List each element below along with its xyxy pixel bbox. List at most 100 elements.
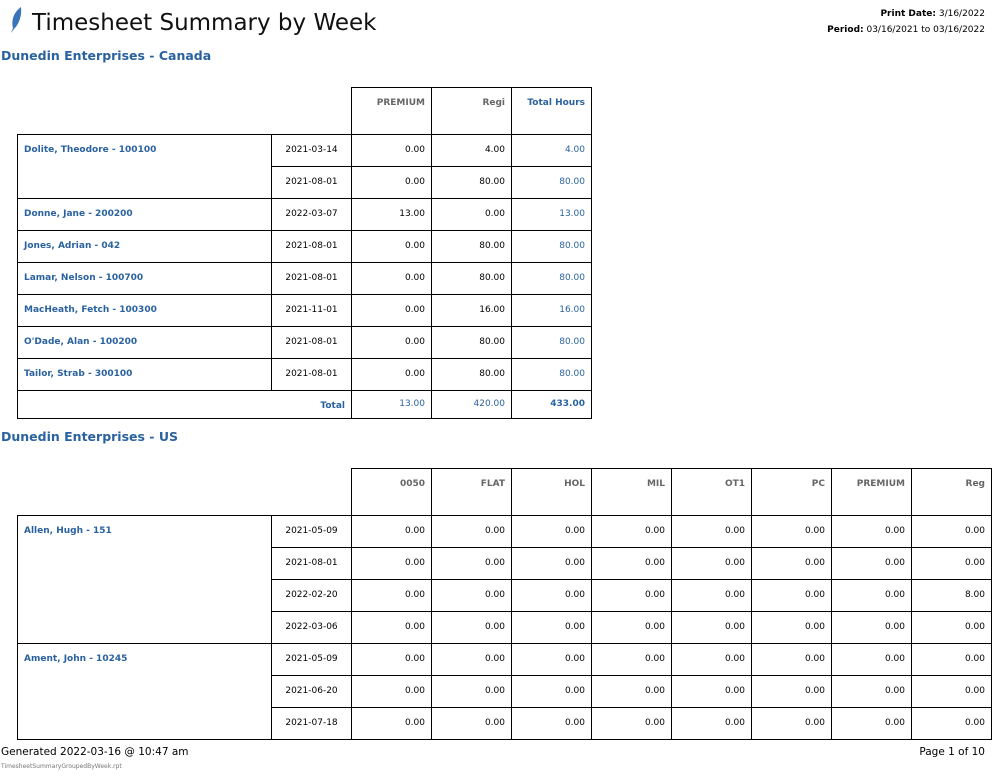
hours-cell: 0.00 <box>431 198 512 231</box>
generated: Generated 2022-03-16 @ 10:47 am <box>1 746 189 758</box>
week-date: 2022-03-06 <box>271 611 352 644</box>
hours-cell: 80.00 <box>511 166 592 199</box>
week-date: 2021-07-18 <box>271 707 352 740</box>
hours-cell: 0.00 <box>591 643 672 676</box>
column-header: OT1 <box>671 468 752 516</box>
column-header: FLAT <box>431 468 512 516</box>
column-header: 0050 <box>351 468 432 516</box>
period-value: 03/16/2021 to 03/16/2022 <box>866 25 985 35</box>
hours-cell: 0.00 <box>431 547 512 580</box>
hours-cell: 0.00 <box>351 166 432 199</box>
hours-cell: 0.00 <box>911 611 992 644</box>
week-date: 2021-05-09 <box>271 515 352 548</box>
hours-cell: 0.00 <box>511 707 592 740</box>
employee-name: Lamar, Nelson - 100700 <box>17 262 272 295</box>
hours-cell: 0.00 <box>831 547 912 580</box>
hours-cell: 0.00 <box>591 547 672 580</box>
hours-cell: 80.00 <box>511 326 592 359</box>
employee-name: Ament, John - 10245 <box>17 643 272 740</box>
hours-cell: 0.00 <box>911 515 992 548</box>
hours-cell: 0.00 <box>671 611 752 644</box>
week-date: 2021-05-09 <box>271 643 352 676</box>
hours-cell: 0.00 <box>671 675 752 708</box>
hours-cell: 0.00 <box>831 643 912 676</box>
hours-cell: 80.00 <box>511 230 592 263</box>
hours-cell: 4.00 <box>431 134 512 167</box>
hours-cell: 0.00 <box>671 515 752 548</box>
column-header: PC <box>751 468 832 516</box>
hours-cell: 0.00 <box>831 675 912 708</box>
total-cell: 433.00 <box>511 390 592 419</box>
employee-name: O'Dade, Alan - 100200 <box>17 326 272 359</box>
employee-name: Dolite, Theodore - 100100 <box>17 134 272 199</box>
hours-cell: 0.00 <box>591 579 672 612</box>
hours-cell: 0.00 <box>431 611 512 644</box>
hours-cell: 0.00 <box>351 675 432 708</box>
period: Period: 03/16/2021 to 03/16/2022 <box>827 25 985 35</box>
hours-cell: 0.00 <box>431 643 512 676</box>
week-date: 2021-08-01 <box>271 262 352 295</box>
hours-cell: 0.00 <box>351 262 432 295</box>
hours-cell: 0.00 <box>431 579 512 612</box>
hours-cell: 0.00 <box>351 134 432 167</box>
hours-cell: 0.00 <box>831 515 912 548</box>
hours-cell: 16.00 <box>431 294 512 327</box>
employee-name: Allen, Hugh - 151 <box>17 515 272 644</box>
print-date: Print Date: 3/16/2022 <box>880 9 985 19</box>
hours-cell: 0.00 <box>351 358 432 391</box>
week-date: 2021-03-14 <box>271 134 352 167</box>
hours-cell: 0.00 <box>351 294 432 327</box>
hours-cell: 0.00 <box>591 515 672 548</box>
hours-cell: 0.00 <box>351 643 432 676</box>
column-header: MIL <box>591 468 672 516</box>
hours-cell: 0.00 <box>671 643 752 676</box>
total-cell: 13.00 <box>351 390 432 419</box>
column-header: PREMIUM <box>351 87 432 135</box>
hours-cell: 0.00 <box>831 611 912 644</box>
hours-cell: 80.00 <box>431 262 512 295</box>
hours-cell: 4.00 <box>511 134 592 167</box>
hours-cell: 0.00 <box>351 707 432 740</box>
hours-cell: 0.00 <box>911 643 992 676</box>
week-date: 2021-08-01 <box>271 358 352 391</box>
hours-cell: 0.00 <box>671 547 752 580</box>
hours-cell: 0.00 <box>511 547 592 580</box>
hours-cell: 0.00 <box>751 547 832 580</box>
hours-cell: 0.00 <box>511 515 592 548</box>
hours-cell: 80.00 <box>431 166 512 199</box>
hours-cell: 0.00 <box>431 515 512 548</box>
hours-cell: 0.00 <box>591 675 672 708</box>
week-date: 2021-08-01 <box>271 230 352 263</box>
hours-cell: 80.00 <box>431 230 512 263</box>
employee-name: Donne, Jane - 200200 <box>17 198 272 231</box>
hours-cell: 0.00 <box>751 611 832 644</box>
report-title: Timesheet Summary by Week <box>32 10 377 36</box>
hours-cell: 80.00 <box>431 358 512 391</box>
column-header: PREMIUM <box>831 468 912 516</box>
section-title: Dunedin Enterprises - US <box>1 429 178 444</box>
section-title: Dunedin Enterprises - Canada <box>1 48 212 63</box>
hours-cell: 0.00 <box>831 579 912 612</box>
hours-cell: 0.00 <box>431 675 512 708</box>
hours-cell: 8.00 <box>911 579 992 612</box>
hours-cell: 0.00 <box>751 643 832 676</box>
hours-cell: 0.00 <box>751 515 832 548</box>
hours-cell: 0.00 <box>911 675 992 708</box>
week-date: 2022-02-20 <box>271 579 352 612</box>
logo <box>11 7 22 33</box>
hours-cell: 0.00 <box>751 675 832 708</box>
hours-cell: 0.00 <box>511 643 592 676</box>
hours-cell: 0.00 <box>351 579 432 612</box>
week-date: 2021-08-01 <box>271 326 352 359</box>
hours-cell: 0.00 <box>671 707 752 740</box>
hours-cell: 0.00 <box>911 547 992 580</box>
hours-cell: 0.00 <box>751 707 832 740</box>
hours-cell: 0.00 <box>351 611 432 644</box>
hours-cell: 80.00 <box>511 358 592 391</box>
hours-cell: 80.00 <box>511 262 592 295</box>
employee-name: Tailor, Strab - 300100 <box>17 358 272 391</box>
hours-cell: 0.00 <box>431 707 512 740</box>
file-name: TimesheetSummaryGroupedByWeek.rpt <box>1 763 122 770</box>
hours-cell: 0.00 <box>751 579 832 612</box>
